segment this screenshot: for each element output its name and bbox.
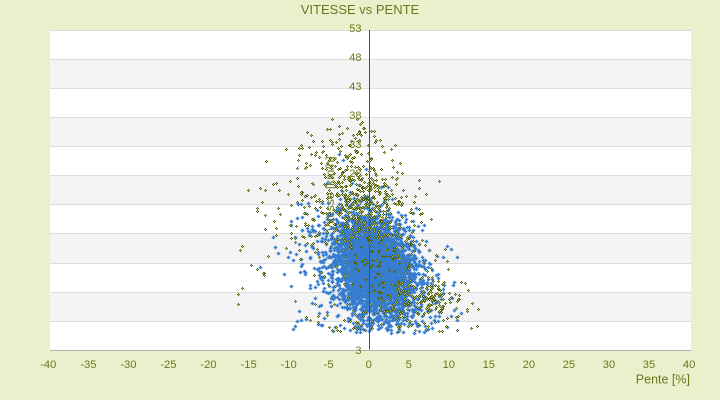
svg-text:25: 25 (563, 359, 575, 371)
svg-text:10: 10 (443, 359, 455, 371)
svg-text:-40: -40 (40, 359, 56, 371)
svg-text:-30: -30 (120, 359, 136, 371)
svg-text:-15: -15 (241, 359, 257, 371)
svg-text:VITESSE vs PENTE: VITESSE vs PENTE (301, 2, 420, 17)
svg-text:5: 5 (406, 359, 412, 371)
svg-text:-10: -10 (281, 359, 297, 371)
svg-text:20: 20 (523, 359, 535, 371)
svg-text:-20: -20 (200, 359, 216, 371)
svg-text:43: 43 (349, 81, 361, 93)
svg-text:35: 35 (643, 359, 655, 371)
svg-text:3: 3 (355, 314, 361, 326)
svg-text:53: 53 (349, 23, 361, 35)
svg-text:Pente [%]: Pente [%] (636, 373, 690, 387)
svg-text:38: 38 (349, 110, 361, 122)
svg-text:-5: -5 (324, 359, 334, 371)
svg-text:-35: -35 (80, 359, 96, 371)
svg-text:-25: -25 (160, 359, 176, 371)
svg-text:30: 30 (603, 359, 615, 371)
svg-text:15: 15 (483, 359, 495, 371)
svg-text:3: 3 (355, 345, 361, 357)
svg-text:48: 48 (349, 52, 361, 64)
svg-text:0: 0 (366, 359, 372, 371)
svg-text:40: 40 (683, 359, 695, 371)
